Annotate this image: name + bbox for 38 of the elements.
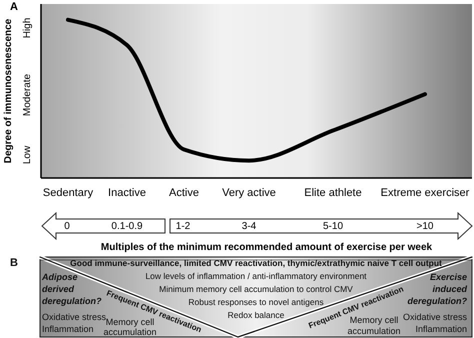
text: Exercise: [430, 272, 467, 282]
text: Adipose: [41, 272, 78, 282]
text: Oxidative stress: [42, 312, 107, 322]
text: Inflammation: [415, 324, 467, 334]
text: 5-10: [322, 221, 344, 232]
text: Good immune-surveillance, limited CMV reactivation, thymic/extrathymic naive T cell output: [70, 258, 442, 268]
text: B: [10, 257, 18, 269]
text: Redox balance: [228, 310, 285, 320]
text: accumulation: [347, 326, 401, 336]
text: derived: [42, 284, 75, 294]
text: Inflammation: [42, 324, 94, 334]
text: >10: [416, 221, 434, 232]
text: 0: [64, 221, 70, 232]
text: Moderate: [22, 73, 33, 116]
text: Robust responses to novel antigens: [188, 297, 324, 307]
text: Minimum memory cell accumulation to control CMV: [159, 284, 354, 294]
x-tick-label: Very active: [222, 187, 276, 199]
x-tick-label: Inactive: [108, 187, 146, 199]
x-tick-label: Sedentary: [42, 187, 94, 199]
x-tick-label: Active: [169, 187, 199, 199]
text: High: [22, 18, 33, 38]
y-axis-title: Degree of immunosenescence: [3, 18, 14, 164]
text: Memory cell: [106, 317, 154, 327]
text: Low: [22, 145, 33, 164]
text: deregulation?: [407, 296, 468, 306]
text: 0.1-0.9: [111, 221, 143, 232]
text: deregulation?: [42, 296, 102, 306]
text: induced: [432, 284, 468, 294]
x-tick-label: Extreme exerciser: [380, 187, 470, 199]
text: A: [10, 1, 18, 13]
x-tick-label: Elite athlete: [304, 187, 362, 199]
text: 1-2: [176, 221, 191, 232]
text: Low levels of inflammation / anti-inflammatory environment: [145, 271, 368, 281]
text: 3-4: [242, 221, 257, 232]
x-axis-title: Multiples of the minimum recommended amount of exercise per week: [100, 242, 433, 253]
text: accumulation: [103, 327, 157, 337]
text: Memory cell: [350, 315, 398, 325]
text: Oxidative stress: [402, 312, 468, 322]
